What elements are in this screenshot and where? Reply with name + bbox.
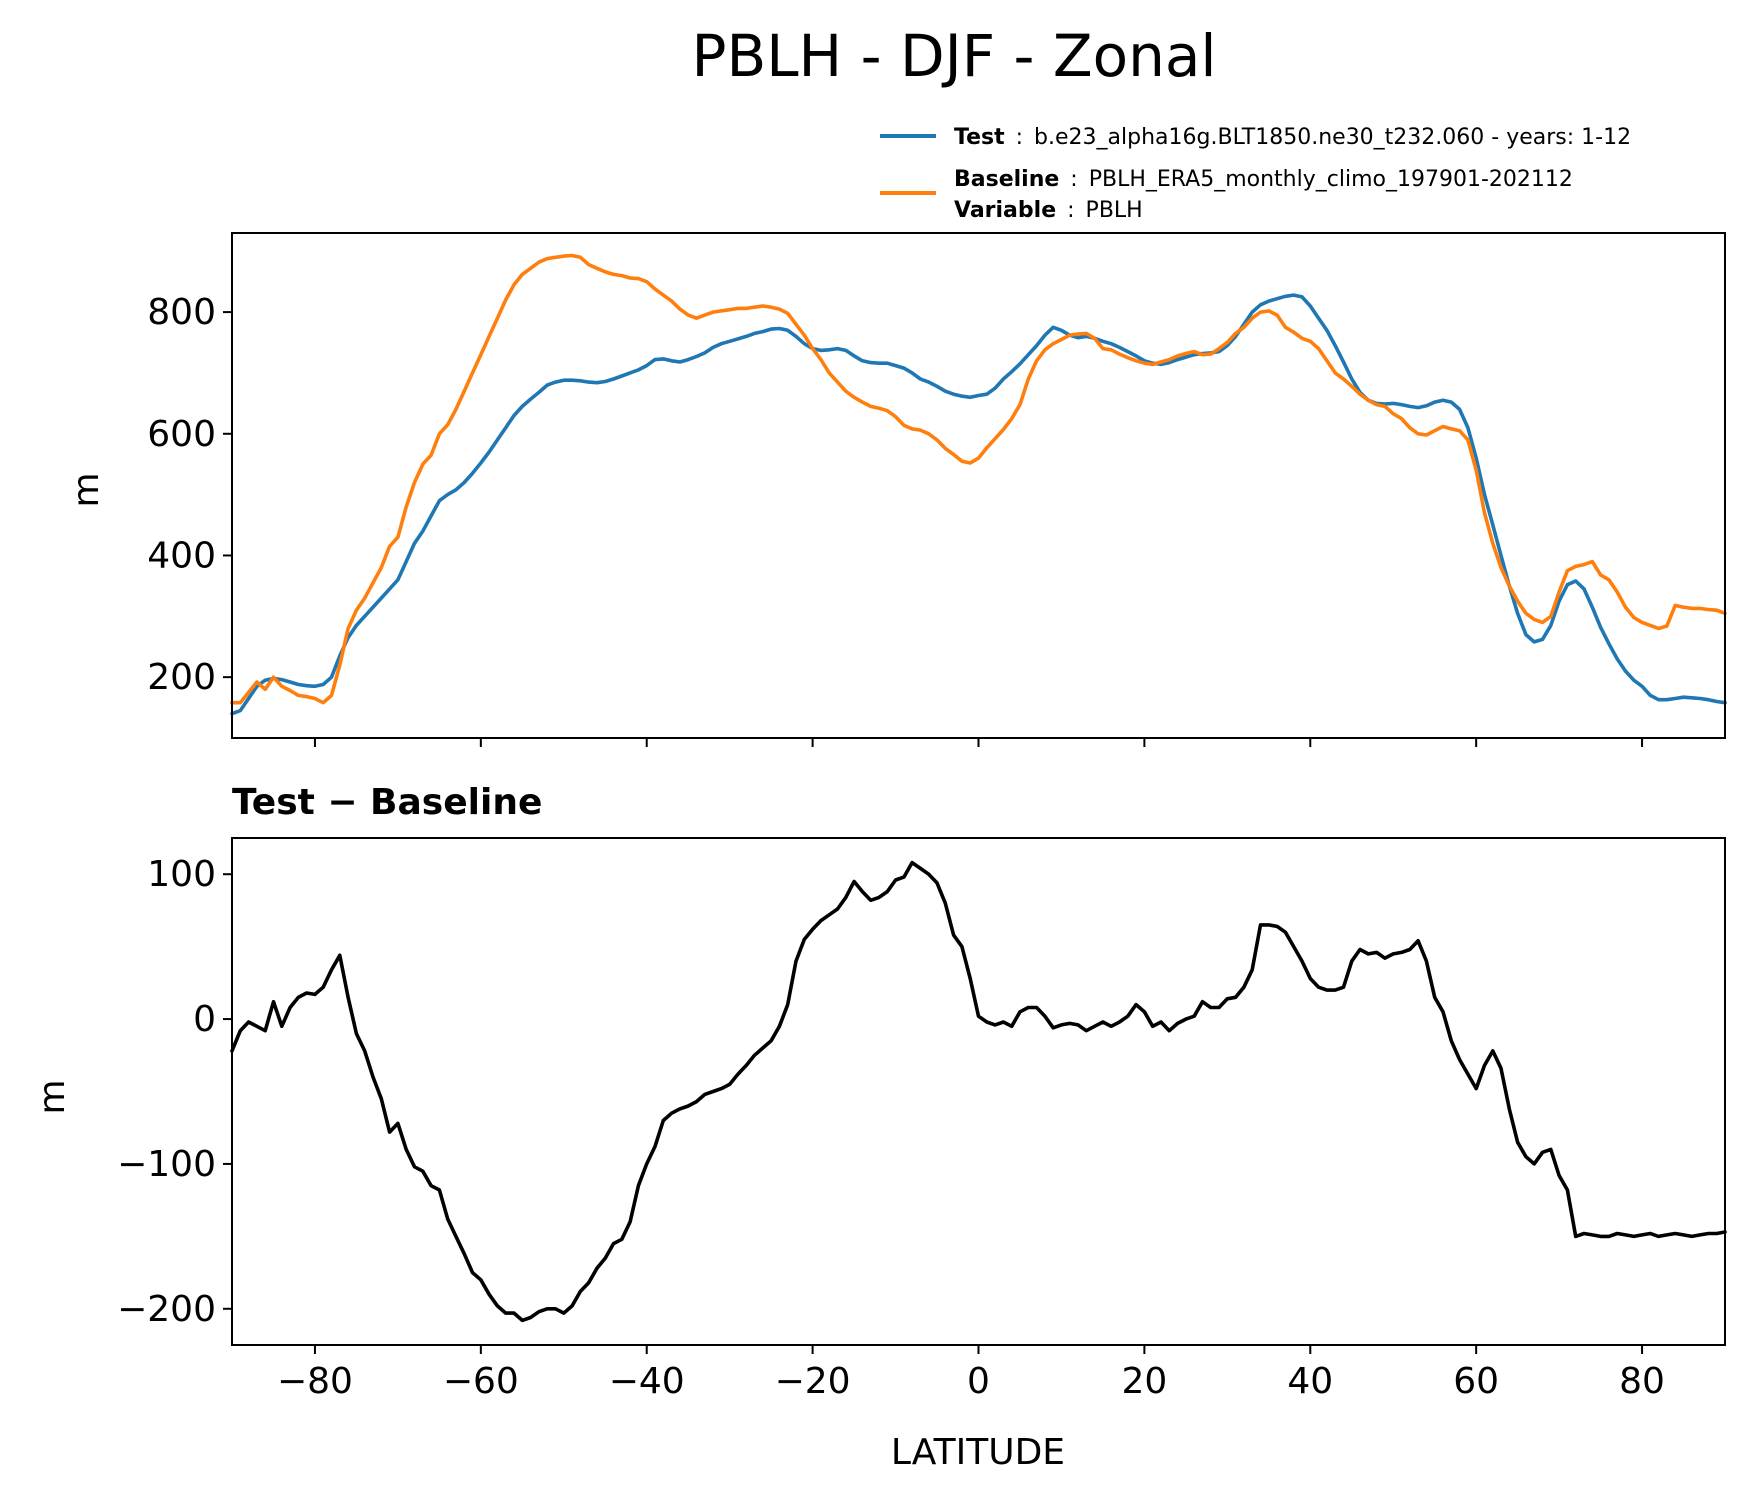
x-tick-label: 40: [1287, 1361, 1333, 1402]
legend-baseline-value: PBLH_ERA5_monthly_climo_197901-202112: [1089, 167, 1573, 192]
legend-test-value: b.e23_alpha16g.BLT1850.ne30_t232.060 - y…: [1034, 125, 1631, 150]
figure-title: PBLH - DJF - Zonal: [691, 22, 1216, 90]
bottom-y-axis: −200 −100 0 100: [117, 854, 232, 1330]
x-tick-label: 20: [1121, 1361, 1167, 1402]
top-plot-area: [230, 253, 1727, 716]
y-tick-label: 600: [147, 414, 216, 455]
top-panel-frame: [231, 232, 1726, 739]
top-y-axis-label: m: [66, 472, 107, 507]
legend-baseline-sep: :: [1070, 167, 1077, 192]
legend-variable-key: Variable: [954, 198, 1056, 223]
y-tick-label: 100: [147, 854, 216, 895]
y-tick-label: 800: [147, 292, 216, 333]
legend-baseline-entry: Baseline : PBLH_ERA5_monthly_climo_19790…: [954, 167, 1573, 192]
x-tick-label: 60: [1453, 1361, 1499, 1402]
y-tick-label: 200: [147, 657, 216, 698]
top-x-axis: [313, 738, 1644, 747]
legend: Test : b.e23_alpha16g.BLT1850.ne30_t232.…: [880, 125, 1631, 223]
y-tick-label: 0: [193, 999, 216, 1040]
bottom-panel-frame: [231, 837, 1726, 1346]
x-tick-label: −60: [443, 1361, 519, 1402]
top-panel: 200 400 600 800 m: [66, 232, 1727, 747]
y-tick-label: 400: [147, 535, 216, 576]
x-tick-label: 0: [967, 1361, 990, 1402]
bottom-panel-title: Test − Baseline: [232, 782, 542, 823]
x-tick-label: −20: [775, 1361, 851, 1402]
top-y-axis: 200 400 600 800: [147, 292, 232, 698]
y-tick-label: −200: [117, 1289, 216, 1330]
legend-test-entry: Test : b.e23_alpha16g.BLT1850.ne30_t232.…: [954, 125, 1631, 150]
x-tick-label: −40: [609, 1361, 685, 1402]
series-line-difference: [230, 860, 1727, 1323]
bottom-plot-area: [230, 860, 1727, 1323]
bottom-x-axis: −80 −60 −40 −20 0 20 40 60 80: [277, 1345, 1665, 1402]
legend-variable-entry: Variable : PBLH: [954, 198, 1143, 223]
legend-test-key: Test: [954, 125, 1005, 150]
x-tick-label: 80: [1619, 1361, 1665, 1402]
x-axis-label: LATITUDE: [891, 1432, 1065, 1473]
legend-variable-value: PBLH: [1086, 198, 1143, 223]
series-line-test: [230, 293, 1727, 716]
legend-test-sep: :: [1016, 125, 1023, 150]
x-tick-label: −80: [277, 1361, 353, 1402]
legend-baseline-key: Baseline: [954, 167, 1059, 192]
y-tick-label: −100: [117, 1144, 216, 1185]
series-line-baseline: [230, 253, 1727, 705]
legend-variable-sep: :: [1067, 198, 1074, 223]
bottom-y-axis-label: m: [32, 1079, 73, 1114]
